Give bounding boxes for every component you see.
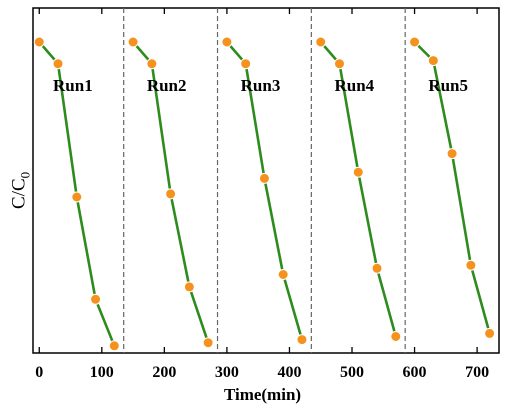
run-label: Run3: [241, 76, 281, 95]
data-point: [352, 166, 364, 178]
data-point: [183, 281, 195, 293]
data-point: [427, 55, 439, 67]
x-axis-ticks: 0 100 200 300 400 500 600 700: [35, 8, 489, 381]
data-point: [446, 148, 458, 160]
data-point: [390, 331, 402, 342]
data-point: [71, 191, 83, 203]
run-label: Run5: [428, 76, 468, 95]
data-point: [240, 58, 252, 70]
run-separators: [123, 8, 406, 353]
x-axis-label: Time(min): [223, 385, 302, 404]
data-point: [221, 36, 233, 48]
x-tick-label: 700: [465, 364, 489, 381]
data-point: [258, 172, 270, 184]
data-point: [127, 36, 139, 48]
data-point: [409, 36, 421, 48]
data-point: [33, 36, 45, 48]
x-tick-label: 100: [90, 364, 114, 381]
data-point: [277, 269, 289, 280]
data-point: [165, 188, 177, 200]
x-tick-label: 200: [152, 364, 176, 381]
data-point: [371, 262, 383, 274]
run-labels: Run1 Run2 Run3 Run4 Run5: [53, 76, 468, 95]
x-tick-label: 500: [340, 364, 364, 381]
data-point: [333, 58, 345, 70]
data-point: [202, 337, 214, 349]
data-point: [484, 327, 496, 339]
run-label: Run4: [334, 76, 374, 95]
y-axis-label: C/C0: [6, 150, 34, 230]
x-tick-label: 400: [277, 364, 301, 381]
data-point: [108, 340, 120, 352]
data-point: [52, 58, 64, 70]
plot-frame: [32, 7, 500, 354]
y-axis-label-subscript: 0: [17, 171, 33, 179]
x-tick-label: 300: [215, 364, 239, 381]
run-label: Run1: [53, 76, 93, 95]
data-point: [296, 334, 308, 346]
x-tick-label: 600: [403, 364, 427, 381]
y-axis-label-main: C/C: [8, 178, 30, 209]
x-tick-label: 0: [35, 364, 43, 381]
series-group: [33, 36, 496, 352]
data-point: [315, 36, 327, 48]
data-point: [90, 293, 102, 305]
data-point: [465, 259, 477, 271]
data-point: [146, 58, 158, 70]
run-label: Run2: [147, 76, 187, 95]
